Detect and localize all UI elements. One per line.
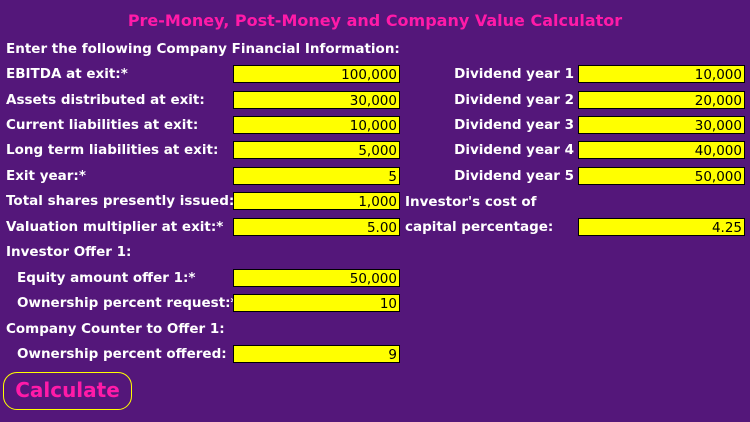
dividend-year-1-field[interactable]: 10,000	[578, 65, 745, 83]
cost-of-capital-label-line2: capital percentage:	[405, 219, 554, 235]
exit-year-label: Exit year:*	[6, 168, 86, 184]
ebitda-field[interactable]: 100,000	[233, 65, 400, 83]
dividend-year-5-label: Dividend year 5	[454, 168, 574, 184]
current-liabilities-label: Current liabilities at exit:	[6, 117, 199, 133]
exit-year-field[interactable]: 5	[233, 167, 400, 185]
intro-text: Enter the following Company Financial In…	[6, 41, 400, 57]
dividend-year-5-field[interactable]: 50,000	[578, 167, 745, 185]
equity-offer-label: Equity amount offer 1:*	[17, 270, 196, 286]
cost-of-capital-label-line1: Investor's cost of	[405, 194, 537, 210]
ownership-offered-label: Ownership percent offered:	[17, 346, 227, 362]
long-term-liabilities-label: Long term liabilities at exit:	[6, 142, 219, 158]
dividend-year-3-label: Dividend year 3	[454, 117, 574, 133]
dividend-year-1-label: Dividend year 1	[454, 66, 574, 82]
dividend-year-2-label: Dividend year 2	[454, 92, 574, 108]
dividend-year-2-field[interactable]: 20,000	[578, 91, 745, 109]
assets-label: Assets distributed at exit:	[6, 92, 205, 108]
dividend-year-4-label: Dividend year 4	[454, 142, 574, 158]
calculate-button[interactable]: Calculate	[3, 372, 132, 410]
company-counter-heading: Company Counter to Offer 1:	[6, 321, 225, 337]
long-term-liabilities-field[interactable]: 5,000	[233, 141, 400, 159]
ebitda-label: EBITDA at exit:*	[6, 66, 128, 82]
valuation-multiplier-label: Valuation multiplier at exit:*	[6, 219, 224, 235]
dividend-year-3-field[interactable]: 30,000	[578, 116, 745, 134]
dividend-year-4-field[interactable]: 40,000	[578, 141, 745, 159]
page-title: Pre-Money, Post-Money and Company Value …	[127, 11, 623, 30]
shares-issued-label: Total shares presently issued:*	[6, 193, 242, 209]
cost-of-capital-field[interactable]: 4.25	[578, 218, 745, 236]
assets-field[interactable]: 30,000	[233, 91, 400, 109]
investor-offer-heading: Investor Offer 1:	[6, 244, 132, 260]
equity-offer-field[interactable]: 50,000	[233, 269, 400, 287]
valuation-multiplier-field[interactable]: 5.00	[233, 218, 400, 236]
current-liabilities-field[interactable]: 10,000	[233, 116, 400, 134]
ownership-request-field[interactable]: 10	[233, 294, 400, 312]
shares-issued-field[interactable]: 1,000	[233, 192, 400, 210]
ownership-offered-field[interactable]: 9	[233, 345, 400, 363]
ownership-request-label: Ownership percent request:*	[17, 295, 238, 311]
